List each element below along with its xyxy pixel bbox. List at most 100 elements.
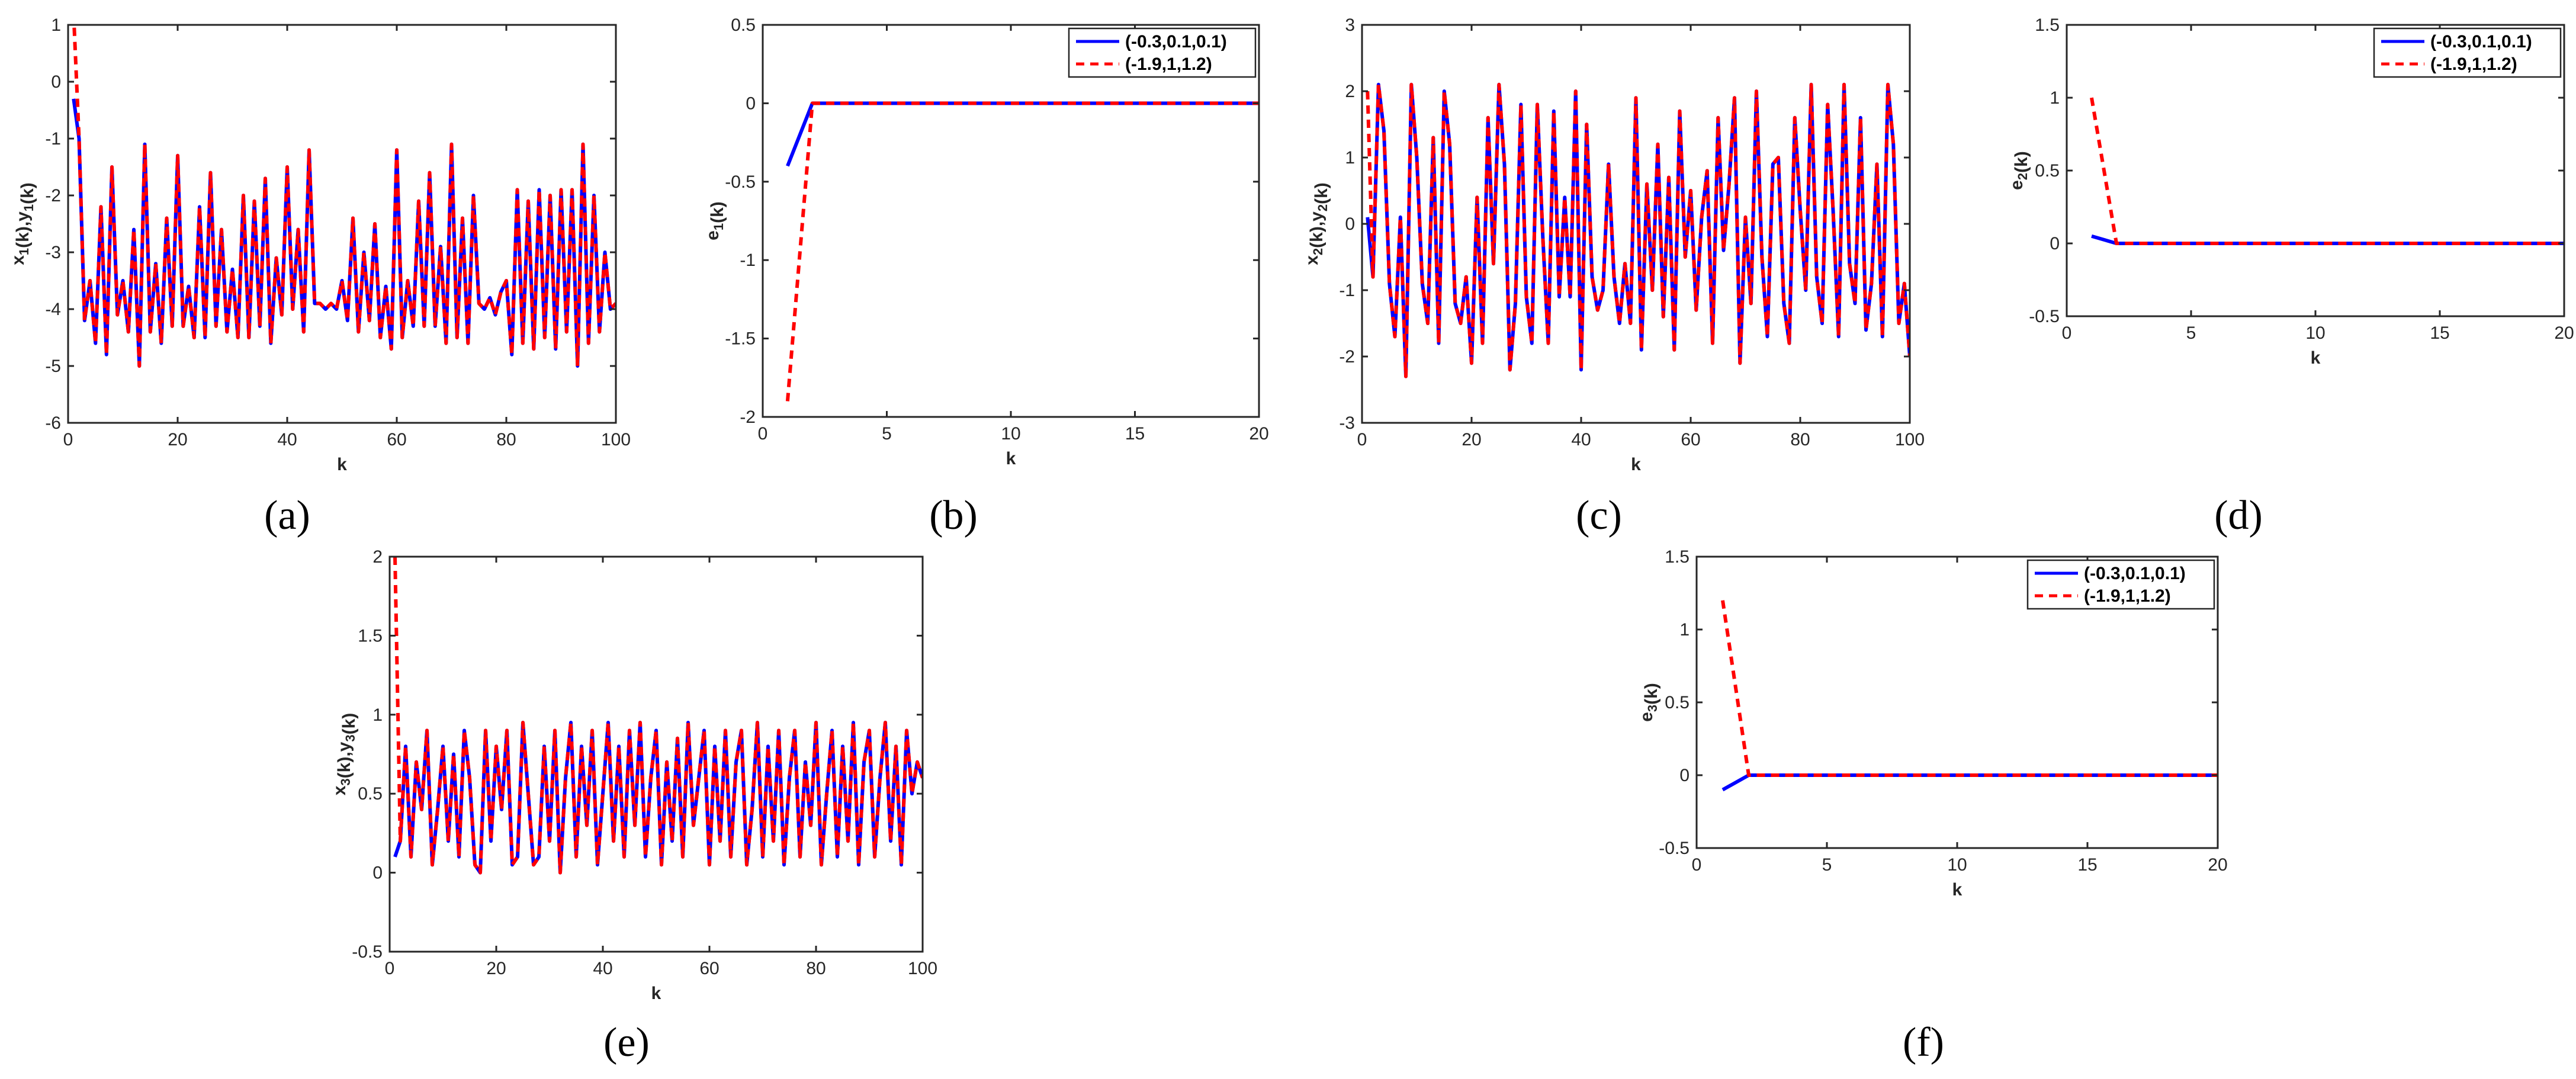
x-tick-label: 5 xyxy=(1822,855,1832,875)
legend: (-0.3,0.1,0.1)(-1.9,1,1.2) xyxy=(1068,27,1257,78)
panel-label: (b) xyxy=(929,493,978,538)
x-tick-label: 20 xyxy=(486,959,506,978)
panel-label: (d) xyxy=(2214,493,2263,538)
legend-label: (-1.9,1,1.2) xyxy=(2084,586,2171,606)
y-tick-label: -2 xyxy=(740,407,756,427)
y-tick-label: -1 xyxy=(740,251,756,270)
y-tick-label: -0.5 xyxy=(352,942,383,962)
x-tick-label: 40 xyxy=(1571,430,1591,449)
legend-label: (-1.9,1,1.2) xyxy=(1125,54,1212,74)
panel-label: (e) xyxy=(603,1020,650,1065)
y-tick-label: 2 xyxy=(1345,82,1355,101)
legend: (-0.3,0.1,0.1) (-1.9,1,1.2) xyxy=(2026,559,2215,610)
plot-frame xyxy=(67,24,617,424)
legend-box xyxy=(1068,27,1257,78)
y-tick-label: -3 xyxy=(45,243,61,262)
x-tick-label: 100 xyxy=(908,959,937,978)
series-line-red xyxy=(72,25,616,368)
y-tick-label: 1 xyxy=(2050,88,2060,108)
x-tick-label: 0 xyxy=(2062,323,2072,343)
y-axis-label: e3(k) xyxy=(1637,683,1661,722)
y-axis-label: x3(k),y3(k) xyxy=(330,713,359,796)
chart-a: 0 20 40 60 80 100 -6 -5 -4 -3 -2 -1 0 1 k x1(k),y1(k) (a… xyxy=(8,15,631,538)
x-tick-label: 20 xyxy=(1462,430,1481,449)
x-tick-label: 60 xyxy=(699,959,719,978)
y-tick-label: 0 xyxy=(51,72,61,92)
y-tick-label: 2 xyxy=(372,547,383,567)
y-tick-label: -1 xyxy=(45,129,61,149)
y-tick-label: -1 xyxy=(1339,281,1355,300)
x-tick-label: 80 xyxy=(806,959,826,978)
legend-label: (-1.9,1,1.2) xyxy=(2430,54,2517,74)
y-tick-label: 0.5 xyxy=(2035,161,2060,181)
x-axis-label: k xyxy=(337,455,347,474)
x-tick-label: 60 xyxy=(387,430,406,449)
panel-label: (f) xyxy=(1903,1020,1944,1065)
x-axis-label: k xyxy=(1631,455,1641,474)
chart-f: 0 5 10 15 20-0.500.511.5ke3(k)(-0.3,0.1,0.1)… xyxy=(1637,547,2228,1065)
x-tick-label: 100 xyxy=(1895,430,1925,449)
x-axis-label: k xyxy=(1006,449,1016,468)
y-tick-label: 1 xyxy=(1345,148,1355,168)
y-axis-label: x1(k),y1(k) xyxy=(8,182,37,265)
y-tick-label: 1 xyxy=(1679,620,1690,640)
series-line-red xyxy=(1366,82,1910,378)
y-tick-label: 1 xyxy=(372,705,383,725)
y-tick-label: -6 xyxy=(45,413,61,433)
plot-background xyxy=(763,25,1259,417)
panel-label: (c) xyxy=(1576,493,1622,538)
x-axis-label: k xyxy=(651,984,661,1003)
x-axis-label: k xyxy=(1952,880,1962,900)
x-tick-label: 40 xyxy=(593,959,612,978)
x-tick-label: 10 xyxy=(1947,855,1967,875)
series-line-red xyxy=(1721,600,2218,777)
y-tick-label: 0 xyxy=(1679,766,1690,785)
x-tick-label: 20 xyxy=(168,430,187,449)
y-tick-label: -5 xyxy=(45,357,61,376)
y-tick-label: -4 xyxy=(45,300,61,319)
y-tick-label: -0.5 xyxy=(2029,307,2060,326)
x-tick-label: 15 xyxy=(2077,855,2097,875)
legend-label: (-0.3,0.1,0.1) xyxy=(1125,32,1227,52)
y-tick-label: 0 xyxy=(372,863,383,883)
x-tick-label: 0 xyxy=(758,424,768,444)
legend-box xyxy=(2373,27,2562,78)
y-tick-label: -0.5 xyxy=(1659,839,1690,858)
y-tick-label: 0 xyxy=(746,94,756,113)
series-line-red xyxy=(2090,97,2564,245)
y-tick-label: -2 xyxy=(45,186,61,205)
plot-background xyxy=(1362,25,1910,423)
x-tick-label: 15 xyxy=(1125,424,1145,444)
y-tick-label: 0.5 xyxy=(731,15,756,35)
x-tick-label: 60 xyxy=(1681,430,1700,449)
series-line-blue xyxy=(786,101,1259,167)
y-tick-label: 1 xyxy=(51,15,61,35)
x-tick-label: 0 xyxy=(63,430,73,449)
plot-frame xyxy=(388,555,924,953)
x-tick-label: 5 xyxy=(2186,323,2196,343)
plot-background xyxy=(68,25,616,423)
y-axis-label: e2(k) xyxy=(2007,151,2031,190)
x-tick-label: 0 xyxy=(1357,430,1367,449)
x-tick-label: 40 xyxy=(277,430,297,449)
panel-label: (a) xyxy=(264,493,310,538)
x-tick-label: 20 xyxy=(2554,323,2574,343)
y-tick-label: 0 xyxy=(1345,214,1355,234)
y-tick-label: 0.5 xyxy=(1665,693,1690,712)
y-tick-label: 1.5 xyxy=(358,626,383,646)
y-axis-label: e1(k) xyxy=(703,201,727,240)
x-tick-label: 80 xyxy=(496,430,516,449)
y-tick-label: 1.5 xyxy=(1665,547,1690,567)
x-tick-label: 10 xyxy=(2305,323,2325,343)
y-axis-label: x2(k),y2(k) xyxy=(1302,182,1331,265)
legend-box xyxy=(2026,559,2215,610)
y-tick-label: 1.5 xyxy=(2035,15,2060,35)
y-tick-label: -2 xyxy=(1339,347,1355,367)
legend-label: (-0.3,0.1,0.1) xyxy=(2430,32,2532,52)
legend-label: (-0.3,0.1,0.1) xyxy=(2084,564,2186,583)
legend: (-0.3,0.1,0.1)(-1.9,1,1.2) xyxy=(2373,27,2562,78)
x-tick-label: 0 xyxy=(385,959,395,978)
y-tick-label: -3 xyxy=(1339,413,1355,433)
